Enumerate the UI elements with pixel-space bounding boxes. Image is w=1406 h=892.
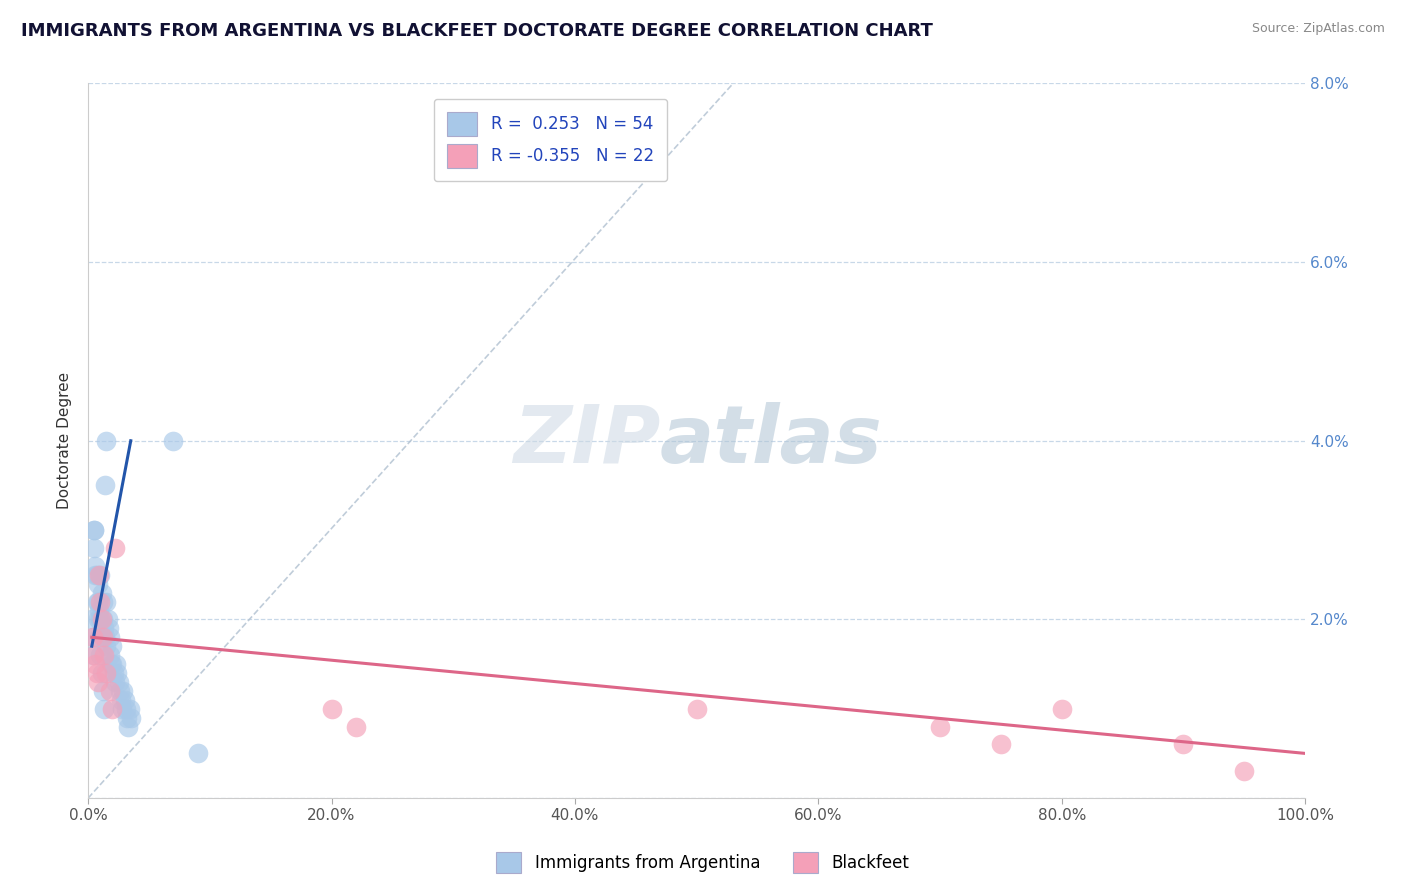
Point <box>97 621 120 635</box>
Point <box>110 693 132 707</box>
Point <box>97 612 120 626</box>
Legend: R =  0.253   N = 54, R = -0.355   N = 22: R = 0.253 N = 54, R = -0.355 N = 22 <box>434 99 668 181</box>
Point <box>321 702 343 716</box>
Legend: Immigrants from Argentina, Blackfeet: Immigrants from Argentina, Blackfeet <box>489 846 917 880</box>
Point <box>101 657 124 671</box>
Point <box>84 657 107 671</box>
Point <box>112 684 135 698</box>
Point <box>87 594 110 608</box>
Point <box>187 747 209 761</box>
Point <box>685 702 707 716</box>
Point <box>114 693 136 707</box>
Point <box>990 738 1012 752</box>
Point <box>162 434 184 448</box>
Point <box>344 720 367 734</box>
Point <box>108 684 131 698</box>
Point <box>82 648 104 662</box>
Point <box>91 612 114 626</box>
Point <box>96 434 118 448</box>
Point <box>82 630 104 644</box>
Point <box>80 612 103 626</box>
Point <box>82 630 104 644</box>
Point <box>94 630 117 644</box>
Text: ZIP: ZIP <box>513 401 659 480</box>
Point <box>87 630 110 644</box>
Point <box>87 603 110 617</box>
Point <box>104 675 127 690</box>
Point <box>1173 738 1195 752</box>
Point <box>89 612 111 626</box>
Text: IMMIGRANTS FROM ARGENTINA VS BLACKFEET DOCTORATE DEGREE CORRELATION CHART: IMMIGRANTS FROM ARGENTINA VS BLACKFEET D… <box>21 22 934 40</box>
Point <box>83 523 105 537</box>
Point <box>89 648 111 662</box>
Point <box>104 541 127 555</box>
Point <box>93 702 115 716</box>
Point <box>83 541 105 555</box>
Point <box>89 594 111 608</box>
Point <box>98 630 121 644</box>
Point <box>115 711 138 725</box>
Point <box>87 675 110 690</box>
Point <box>101 639 124 653</box>
Point <box>93 648 115 662</box>
Point <box>101 702 124 716</box>
Text: atlas: atlas <box>659 401 883 480</box>
Point <box>83 523 105 537</box>
Point <box>87 576 110 591</box>
Point <box>91 594 114 608</box>
Point <box>111 702 134 716</box>
Point <box>96 639 118 653</box>
Point <box>120 711 142 725</box>
Point <box>90 585 112 599</box>
Point <box>1050 702 1073 716</box>
Point <box>90 665 112 680</box>
Point <box>84 567 107 582</box>
Point <box>115 702 138 716</box>
Point <box>91 684 114 698</box>
Point <box>83 648 105 662</box>
Point <box>96 594 118 608</box>
Point <box>100 657 122 671</box>
Point <box>91 630 114 644</box>
Point <box>929 720 952 734</box>
Y-axis label: Doctorate Degree: Doctorate Degree <box>58 372 72 509</box>
Point <box>105 657 128 671</box>
Point <box>87 612 110 626</box>
Point <box>86 665 108 680</box>
Point <box>105 665 128 680</box>
Point <box>96 665 118 680</box>
Point <box>107 675 129 690</box>
Point <box>86 594 108 608</box>
Point <box>98 648 121 662</box>
Point <box>103 665 125 680</box>
Point <box>1233 764 1256 779</box>
Point <box>84 558 107 573</box>
Point <box>86 567 108 582</box>
Point <box>87 567 110 582</box>
Text: Source: ZipAtlas.com: Source: ZipAtlas.com <box>1251 22 1385 36</box>
Point <box>89 567 111 582</box>
Point <box>93 621 115 635</box>
Point <box>118 702 141 716</box>
Point <box>94 478 117 492</box>
Point <box>98 684 121 698</box>
Point <box>117 720 139 734</box>
Point <box>90 612 112 626</box>
